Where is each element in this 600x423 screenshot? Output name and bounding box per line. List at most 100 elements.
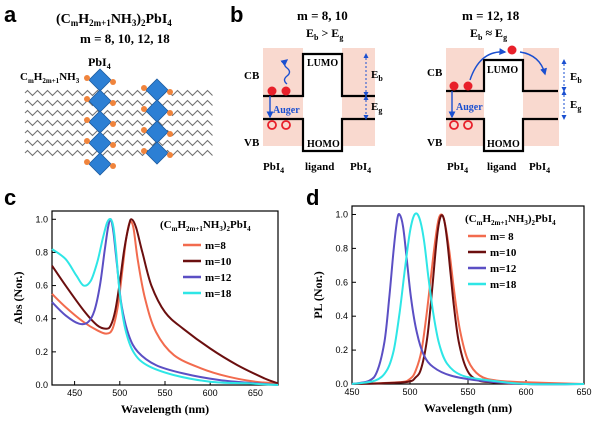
right-hole-1	[449, 120, 459, 130]
pbi4-octahedron	[145, 78, 169, 102]
legend-label: m=18	[490, 279, 517, 291]
series-line-m=8	[51, 220, 279, 385]
y-tick-label: 0.6	[335, 277, 348, 287]
panel-c: c 450 500 550 600 650 0.0 0.2 0.4 0.6 0.8 1.0 Wavel…	[4, 185, 279, 416]
right-homo-label: HOMO	[487, 139, 520, 150]
plot-frame	[51, 210, 279, 386]
left-ligand-label: ligand	[305, 161, 334, 173]
alkyl-chain	[24, 109, 213, 117]
right-escape-arrow	[469, 48, 507, 81]
left-cb-label: CB	[244, 70, 260, 82]
alkyl-chain	[24, 149, 213, 157]
right-pbi4-label-left: PbI4	[447, 161, 468, 175]
legend-label: m=12	[490, 263, 517, 275]
ammonium-head	[167, 152, 173, 158]
pbi4-octahedron	[88, 89, 112, 113]
right-pbi4-label-right: PbI4	[529, 161, 550, 175]
y-tick-label: 0.2	[335, 345, 348, 355]
y-tick-label: 0.0	[35, 380, 48, 390]
right-eb-label: Eb	[570, 71, 582, 85]
ammonium-head	[84, 159, 90, 165]
panel-c-letter: c	[4, 185, 16, 210]
right-electron-1	[449, 81, 459, 91]
series-line-m=10	[51, 218, 279, 385]
ammonium-head	[110, 100, 116, 106]
right-hole-2	[463, 120, 473, 130]
left-electron-2	[281, 86, 291, 96]
right-electron-2	[463, 81, 473, 91]
panel-b: b m = 8, 10 Eb > Eg LUMO HOMO CB VB Auge…	[230, 2, 582, 175]
right-escaped-electron	[507, 45, 517, 55]
left-electron-1	[267, 86, 277, 96]
right-pbi4-shade-right	[523, 48, 559, 146]
ammonium-head	[141, 148, 147, 154]
panel-b-letter: b	[230, 2, 243, 27]
series-line-m=18	[51, 218, 279, 386]
x-tick-label: 550	[460, 387, 475, 397]
alkyl-chain	[24, 119, 213, 127]
series-line-m=12	[351, 212, 585, 386]
ammonium-head	[141, 127, 147, 133]
y-tick-label: 0.2	[35, 347, 48, 357]
left-vb-label: VB	[244, 137, 260, 149]
left-eg-label: Eg	[371, 101, 382, 115]
abs-chart: 450 500 550 600 650 0.0 0.2 0.4 0.6 0.8 1.0 Wavelen…	[11, 210, 279, 416]
legend-label: m=12	[205, 272, 232, 284]
y-tick-label: 0.8	[35, 247, 48, 257]
alkyl-chain	[24, 129, 213, 137]
right-relation: Eb ≈ Eg	[470, 26, 507, 42]
right-vb-label: VB	[427, 137, 443, 149]
alkyl-chain	[24, 89, 213, 97]
right-ligand-label: ligand	[487, 161, 516, 173]
x-tick-label: 650	[576, 387, 591, 397]
right-title: m = 12, 18	[462, 8, 520, 23]
y-tick-label: 0.4	[35, 314, 48, 324]
left-title: m = 8, 10	[297, 8, 348, 23]
left-pbi4-label-left: PbI4	[263, 161, 284, 175]
right-lumo-label: LUMO	[487, 65, 518, 76]
y-tick-label: 0.8	[335, 243, 348, 253]
left-vb-homo-line	[263, 117, 375, 153]
ammonium-head	[110, 79, 116, 85]
panel-a-letter: a	[4, 2, 17, 27]
legend-label: m=10	[490, 247, 517, 259]
right-cb-label: CB	[427, 67, 443, 79]
y-axis-label: Abs (Nor.)	[11, 272, 25, 325]
y-axis-label: PL (Nor.)	[311, 271, 325, 319]
right-auger-label: Auger	[456, 102, 483, 113]
legend-label: m=10	[205, 256, 232, 268]
panel-a-pbi4-label: PbI4	[88, 55, 111, 71]
panel-a-chain-label: CmH2m+1NH3	[20, 71, 80, 85]
legend-label: m=18	[205, 288, 232, 300]
legend-label: m=8	[205, 240, 226, 252]
left-hole-2	[281, 120, 291, 130]
ammonium-head	[110, 121, 116, 127]
pl-chart: 450 500 550 600 650 0.0 0.2 0.4 0.6 0.8 1.0 Wavelen…	[311, 205, 592, 415]
panel-d: d 450 500 550 600 650 0.0 0.2 0.4 0.6 0.8 1.0 Wavel…	[306, 185, 592, 415]
y-tick-label: 0.0	[335, 379, 348, 389]
alkyl-chain	[24, 99, 213, 107]
ammonium-head	[110, 142, 116, 148]
right-cb-lumo-line	[446, 58, 558, 93]
x-tick-label: 450	[67, 388, 82, 398]
legend-label: m= 8	[490, 231, 514, 243]
pbi4-octahedron	[145, 120, 169, 144]
x-tick-label: 650	[248, 388, 263, 398]
x-tick-label: 600	[203, 388, 218, 398]
pbi4-octahedron	[88, 110, 112, 134]
left-cb-lumo-line	[263, 52, 375, 98]
perovskite-structure-illustration	[24, 68, 213, 176]
left-relation: Eb > Eg	[306, 26, 343, 42]
panel-c-legend-title: (CmH2m+1NH3)2PbI4	[160, 219, 251, 233]
left-eb-label: Eb	[371, 69, 383, 83]
right-vb-homo-line	[446, 117, 558, 153]
y-tick-label: 1.0	[35, 214, 48, 224]
x-tick-label: 500	[402, 387, 417, 397]
pbi4-octahedron	[88, 68, 112, 92]
y-tick-label: 0.4	[335, 311, 348, 321]
panel-d-letter: d	[306, 185, 319, 210]
series-line-m=18	[351, 212, 585, 386]
left-lumo-label: LUMO	[307, 58, 338, 69]
ammonium-head	[167, 131, 173, 137]
